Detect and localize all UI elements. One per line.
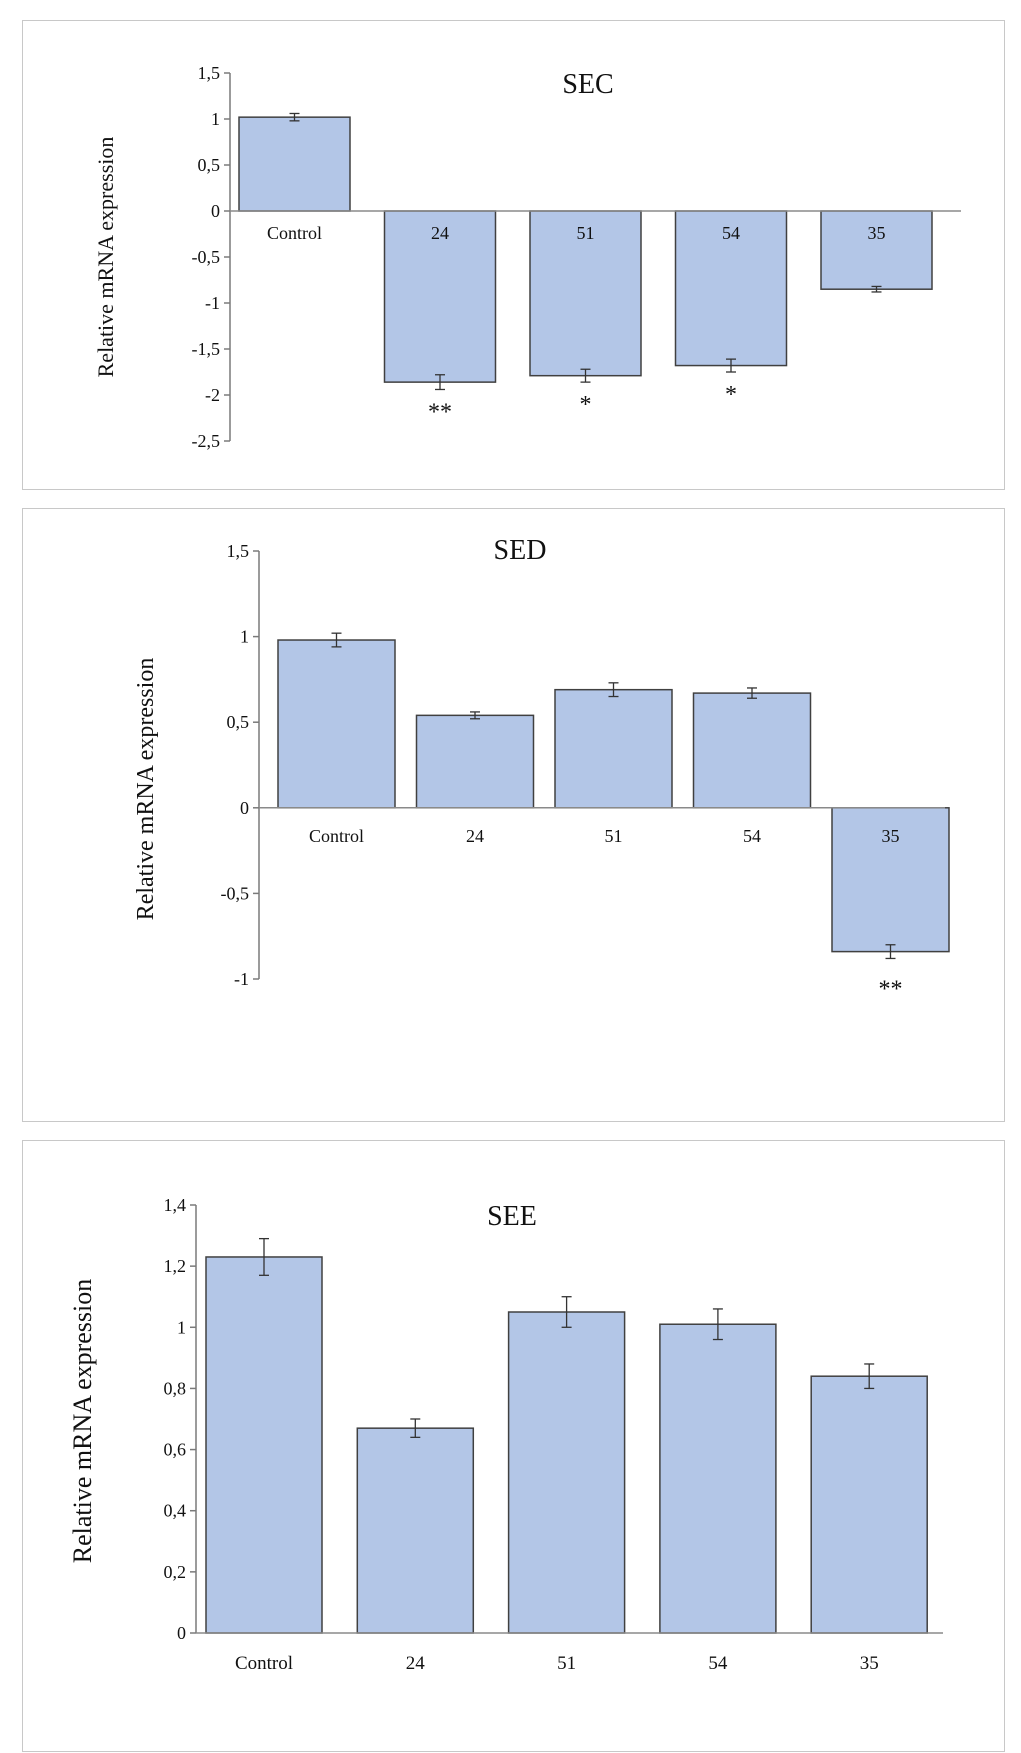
- y-tick-label: 1,5: [227, 541, 250, 561]
- category-label: 24: [431, 223, 449, 243]
- chart-title: SEE: [487, 1201, 537, 1232]
- bar: [356, 1427, 475, 1634]
- chart-panel-see: SEE Relative mRNA expression 1,4 1,2 1 0,8 0,6…: [22, 1140, 1005, 1752]
- category-label: 51: [577, 223, 595, 243]
- y-tick-label: 0: [240, 798, 249, 818]
- category-label: 35: [882, 826, 900, 846]
- y-tick-label: 0,6: [164, 1440, 187, 1460]
- y-tick-label: 0: [211, 201, 220, 221]
- y-axis-label: Relative mRNA expression: [93, 137, 118, 378]
- y-tick-label: -1: [234, 969, 249, 989]
- bar: [554, 688, 673, 809]
- y-tick-label: 0: [177, 1623, 186, 1643]
- chart-sed: SED Relative mRNA expression 1,5 1 0,5 0 -0,5 -…: [133, 535, 950, 1002]
- bar: [238, 116, 351, 212]
- significance-marker: *: [580, 392, 592, 418]
- category-label: 54: [743, 826, 761, 846]
- category-label: 24: [466, 826, 484, 846]
- chart-sec: SEC Relative mRNA expression 1,5 1 0,5 0 -0,5 -…: [93, 63, 961, 451]
- category-label: Control: [235, 1653, 293, 1674]
- y-tick-label: 1,2: [164, 1256, 187, 1276]
- chart-panel-sec: SEC Relative mRNA expression 1,5 1 0,5 0 -0,5 -…: [22, 20, 1005, 490]
- y-tick-label: 1: [240, 627, 249, 647]
- bar: [415, 714, 535, 809]
- bar: [674, 210, 788, 367]
- bar: [659, 1323, 777, 1634]
- category-label: 54: [708, 1653, 728, 1674]
- category-label: 35: [868, 223, 886, 243]
- category-label: 51: [557, 1653, 576, 1674]
- y-tick-label: 0,4: [164, 1501, 187, 1521]
- y-tick-label: 1: [211, 109, 220, 129]
- significance-marker: **: [879, 976, 903, 1002]
- bar: [205, 1256, 323, 1634]
- chart-title: SEC: [562, 69, 613, 100]
- bar: [692, 692, 812, 809]
- category-label: Control: [309, 826, 364, 846]
- category-label: 54: [722, 223, 740, 243]
- chart-title: SED: [494, 535, 547, 566]
- category-label: 35: [860, 1653, 879, 1674]
- chart-see: SEE Relative mRNA expression 1,4 1,2 1 0,8 0,6…: [68, 1195, 943, 1674]
- y-axis-label: Relative mRNA expression: [133, 658, 159, 921]
- category-label: Control: [267, 223, 322, 243]
- significance-marker: *: [725, 382, 737, 408]
- y-tick-label: -0,5: [192, 247, 221, 267]
- y-tick-label: 1,5: [198, 63, 221, 83]
- y-tick-label: -0,5: [221, 883, 250, 903]
- y-tick-label: 1: [177, 1317, 186, 1337]
- significance-marker: **: [428, 399, 452, 425]
- y-tick-label: -2: [205, 385, 220, 405]
- y-tick-label: 0,5: [198, 155, 221, 175]
- y-tick-label: 0,5: [227, 712, 250, 732]
- y-tick-label: 1,4: [164, 1195, 187, 1215]
- bar: [810, 1375, 928, 1634]
- chart-panel-sed: SED Relative mRNA expression 1,5 1 0,5 0 -0,5 -…: [22, 508, 1005, 1122]
- y-axis-label: Relative mRNA expression: [68, 1279, 97, 1564]
- bar: [507, 1311, 626, 1634]
- bar: [831, 807, 950, 953]
- bar: [277, 639, 396, 809]
- bar: [383, 210, 497, 383]
- y-tick-label: -1: [205, 293, 220, 313]
- y-tick-label: 0,8: [164, 1378, 187, 1398]
- y-tick-label: 0,2: [164, 1562, 187, 1582]
- y-tick-label: -2,5: [192, 431, 221, 451]
- category-label: 51: [605, 826, 623, 846]
- y-tick-label: -1,5: [192, 339, 221, 359]
- category-label: 24: [406, 1653, 426, 1674]
